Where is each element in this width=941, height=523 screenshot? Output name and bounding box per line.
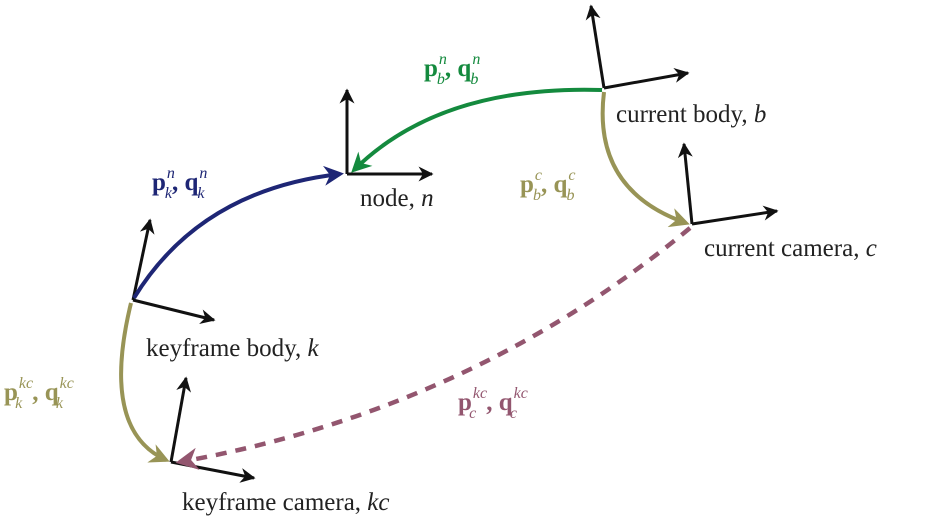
keyframe-to-node-label: pn k, qn k xyxy=(152,165,207,202)
body-to-node-label: pn b, qn b xyxy=(424,51,480,88)
body-to-camera-arrow xyxy=(600,91,690,228)
keyframe-to-node-arrow xyxy=(132,165,344,300)
keyframe-body-to-keyframe-camera-arrow xyxy=(119,302,170,463)
current-camera-frame-axes xyxy=(677,142,779,226)
keyframe-to-camera-label: pkc k, qkc k xyxy=(4,375,74,412)
current-camera-frame-label: current camera, c xyxy=(704,235,877,262)
node-frame-label: node, n xyxy=(360,185,434,212)
body-to-node-arrow xyxy=(351,87,603,173)
camera-to-keyframe-camera-arrow xyxy=(175,226,692,470)
current-body-frame-label: current body, b xyxy=(616,101,766,128)
keyframe-camera-frame-label: keyframe camera, kc xyxy=(182,489,390,516)
node-frame-axes xyxy=(339,88,434,182)
current-body-frame-axes xyxy=(585,4,690,90)
keyframe-body-frame-axes xyxy=(131,218,216,325)
camera-to-keyframe-camera-label: pkc c, qkc c xyxy=(458,385,528,422)
keyframe-body-frame-label: keyframe body, k xyxy=(146,335,320,362)
body-to-camera-label: pc b, qc b xyxy=(520,167,576,204)
